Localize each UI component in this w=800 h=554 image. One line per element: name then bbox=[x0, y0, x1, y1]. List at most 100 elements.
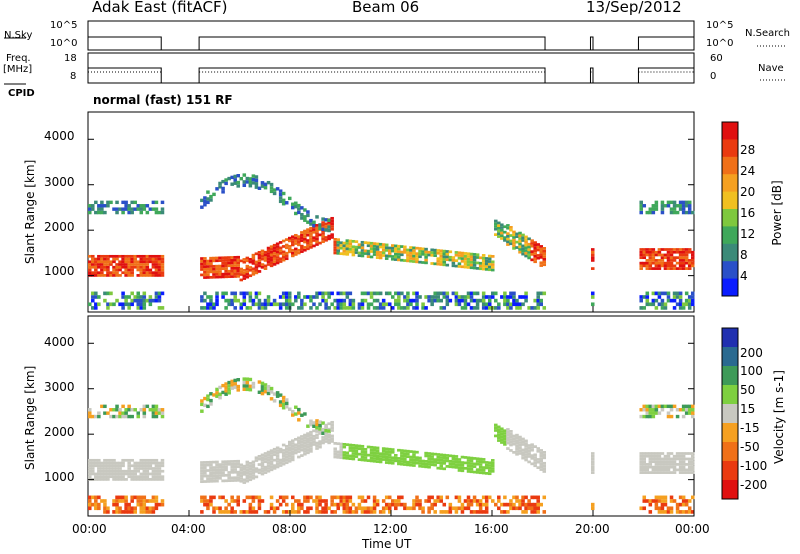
power-cell bbox=[454, 259, 459, 263]
velocity-cell bbox=[427, 452, 431, 455]
power-cell bbox=[648, 256, 653, 260]
velocity-cell bbox=[391, 450, 395, 454]
velocity-cell bbox=[503, 429, 507, 433]
velocity-cell bbox=[263, 468, 268, 472]
velocity-cell bbox=[533, 445, 537, 448]
velocity-cell bbox=[136, 464, 141, 468]
velocity-cell bbox=[251, 499, 256, 503]
power-cell bbox=[91, 298, 95, 303]
power-cell bbox=[151, 254, 156, 258]
velocity-cell bbox=[151, 461, 156, 465]
power-cell bbox=[442, 249, 447, 253]
power-cell bbox=[342, 298, 347, 303]
power-cell bbox=[675, 210, 680, 215]
power-cell bbox=[681, 248, 686, 251]
velocity-cell bbox=[345, 456, 350, 460]
velocity-cell bbox=[88, 467, 92, 470]
velocity-cell bbox=[651, 454, 656, 458]
velocity-cell bbox=[318, 432, 322, 435]
velocity-cell bbox=[251, 506, 256, 511]
velocity-cell bbox=[384, 450, 389, 454]
power-cell bbox=[339, 252, 344, 256]
power-cell bbox=[518, 306, 522, 310]
power-cell bbox=[512, 238, 516, 242]
velocity-cell bbox=[254, 467, 259, 471]
velocity-cell bbox=[266, 464, 271, 468]
velocity-cell bbox=[684, 404, 689, 409]
velocity-cell bbox=[136, 478, 141, 481]
velocity-cell bbox=[542, 467, 547, 471]
power-cell bbox=[675, 261, 680, 265]
power-cell bbox=[348, 250, 353, 254]
power-cell bbox=[436, 298, 440, 303]
power-cell bbox=[506, 232, 510, 235]
velocity-cell bbox=[269, 506, 274, 511]
power-cell bbox=[500, 231, 504, 235]
velocity-cell bbox=[681, 510, 686, 514]
power-cell bbox=[218, 267, 222, 271]
velocity-cell bbox=[242, 470, 247, 473]
power-cell bbox=[391, 257, 395, 261]
velocity-cell bbox=[472, 465, 477, 468]
power-cell bbox=[281, 239, 286, 243]
power-cell bbox=[248, 306, 253, 310]
velocity-cell bbox=[230, 386, 234, 390]
power-cell bbox=[339, 298, 344, 303]
power-cell bbox=[300, 247, 304, 251]
power-cell bbox=[254, 178, 259, 183]
velocity-cell bbox=[230, 460, 234, 463]
velocity-cell bbox=[478, 468, 483, 472]
power-cell bbox=[287, 298, 292, 303]
velocity-cell bbox=[384, 458, 389, 462]
power-cell bbox=[394, 291, 398, 296]
velocity-cell bbox=[660, 506, 665, 511]
power-cell bbox=[381, 254, 386, 257]
power-cell bbox=[91, 263, 95, 266]
velocity-cell bbox=[221, 465, 225, 469]
power-cell bbox=[233, 258, 237, 262]
velocity-cell bbox=[315, 429, 319, 433]
velocity-cell bbox=[436, 495, 440, 500]
power-cell bbox=[221, 264, 225, 268]
velocity-cell bbox=[439, 464, 444, 468]
velocity-ytick: 1000 bbox=[44, 470, 75, 484]
velocity-cell bbox=[478, 471, 483, 475]
velocity-cell bbox=[151, 510, 156, 514]
power-cell bbox=[648, 253, 653, 257]
power-cell bbox=[669, 267, 674, 270]
power-cell bbox=[418, 252, 422, 256]
velocity-cell bbox=[151, 475, 156, 479]
power-cell bbox=[203, 203, 207, 207]
velocity-cell bbox=[527, 446, 531, 450]
velocity-cell bbox=[142, 475, 147, 479]
velocity-cell bbox=[145, 464, 150, 468]
velocity-cell bbox=[509, 443, 513, 447]
power-cell bbox=[109, 200, 113, 205]
velocity-cell bbox=[115, 499, 119, 503]
velocity-cell bbox=[384, 506, 389, 511]
velocity-cell bbox=[327, 429, 331, 433]
velocity-cell bbox=[300, 446, 304, 449]
velocity-cell bbox=[275, 391, 280, 395]
velocity-cell bbox=[403, 460, 407, 464]
velocity-cell bbox=[275, 451, 280, 455]
velocity-cell bbox=[660, 495, 665, 500]
velocity-cell bbox=[466, 502, 471, 507]
velocity-cell bbox=[381, 447, 386, 450]
velocity-cell bbox=[333, 447, 337, 451]
power-cell bbox=[227, 261, 231, 265]
velocity-cell bbox=[136, 502, 141, 507]
power-cell bbox=[160, 274, 165, 277]
velocity-cell bbox=[684, 510, 689, 514]
power-cell bbox=[106, 260, 110, 264]
power-cell bbox=[466, 291, 471, 296]
velocity-cell bbox=[391, 448, 395, 451]
velocity-cell bbox=[221, 495, 225, 500]
power-cell bbox=[200, 205, 204, 209]
power-cell bbox=[297, 291, 301, 296]
velocity-cell bbox=[203, 463, 207, 467]
velocity-cell bbox=[342, 442, 347, 446]
velocity-cell bbox=[209, 495, 213, 500]
power-cell bbox=[100, 257, 104, 261]
velocity-cell bbox=[115, 472, 119, 476]
